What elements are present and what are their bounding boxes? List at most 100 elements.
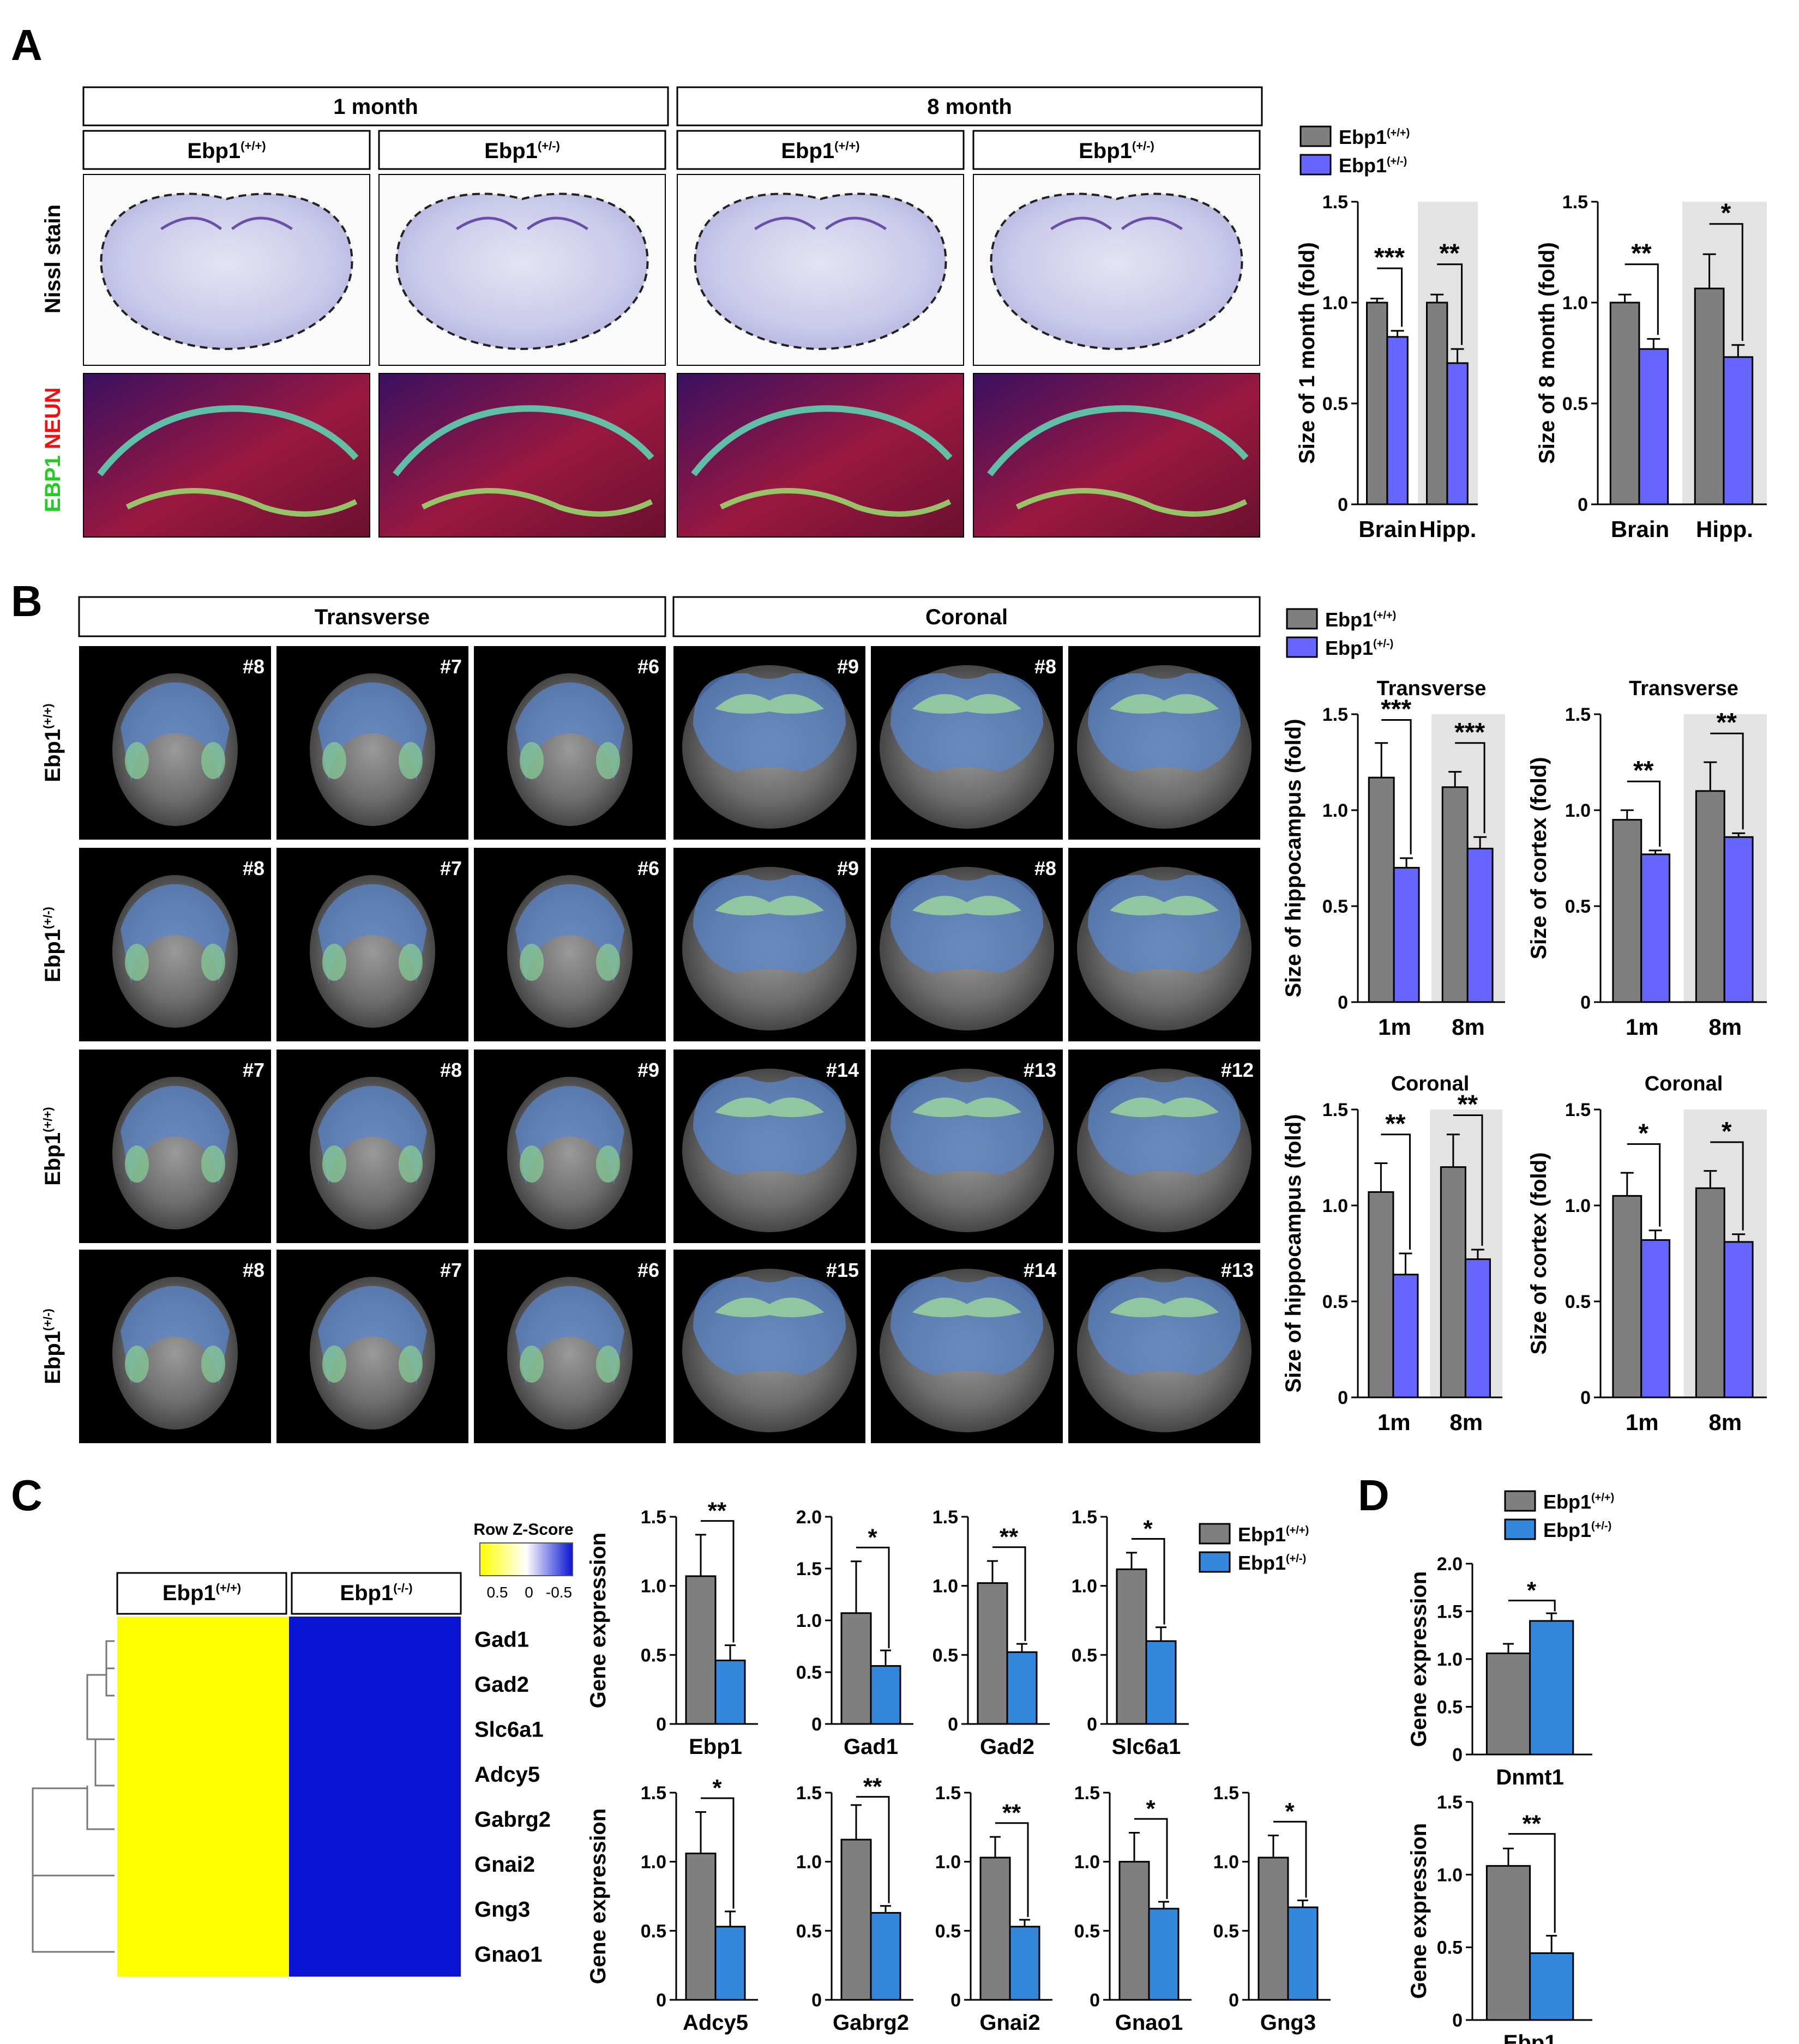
mri-row-label: Ebp1(+/-) [41,1309,65,1384]
mri-hippocampus-right [596,1346,620,1383]
heatmap-gene-label: Gad2 [474,1673,529,1697]
significance-mark: ** [1000,1524,1019,1551]
x-axis-label: Gnao1 [1115,2011,1183,2035]
slice-number: #6 [637,1259,659,1281]
mri-cortex-overlay [515,1286,624,1386]
legend-swatch-het [1286,636,1318,658]
heatmap-gene-label: Gnao1 [474,1943,542,1967]
error-bar [1129,1831,1140,1862]
y-tick-label: 1.5 [1322,1100,1348,1120]
y-tick-label: 0 [1580,1388,1591,1408]
chart-title: Transverse [1629,677,1738,700]
fluor-dentate-band [719,488,952,517]
significance-bracket [1377,267,1403,327]
mri-cortex-overlay [318,1086,427,1186]
y-tick-label: 0.5 [1562,394,1588,414]
y-tick-label: 1.0 [1565,1196,1591,1216]
error-bar [1016,1643,1027,1653]
error-bar [1503,1847,1514,1866]
significance-mark: ** [1439,239,1460,268]
y-tick-label: 0 [1338,495,1348,515]
mri-hippocampus-overlay [715,694,824,714]
bar [685,1852,717,2001]
y-tick-label: 1.0 [796,1611,822,1631]
slice-number: #9 [837,655,859,678]
y-tick-label: 0.5 [1074,1921,1100,1942]
mri-hippocampus-left [322,1145,346,1183]
error-bar [880,1905,891,1913]
significance-bracket [1132,1538,1165,1625]
y-tick-label: 1.0 [796,1852,822,1873]
legend-label-het: Ebp1(+/-) [1325,637,1393,659]
chart-d-dnmt1: * Dnmt1 0 0.5 1.0 1.5 2.0 Gene expression [1407,1554,1592,1789]
genotype-name: Ebp1 [1339,154,1387,177]
y-tick-label: 1.0 [1213,1852,1239,1873]
error-bar [1618,293,1632,303]
bar [977,1582,1008,1725]
y-tick-label: 1.5 [1213,1783,1239,1804]
y-tick-label: 1.5 [932,1507,958,1528]
y-tick-label: 1.5 [1437,1602,1463,1623]
genotype-name: Ebp1 [187,139,240,163]
y-tick-label: 1.0 [641,1576,666,1597]
bar [1640,853,1671,1003]
mri-hippocampus-overlay [1110,694,1219,714]
y-tick-label: 0.5 [1213,1921,1239,1942]
chart-c-gng3: * Gng3 0 0.5 1.0 1.5 [1213,1783,1331,2035]
heatmap-gene-label: Gabrg2 [474,1807,551,1831]
y-tick-label: 1.5 [1437,1792,1463,1813]
x-tick-label: 8m [1708,1409,1742,1435]
legend-swatch-wt [1199,1523,1231,1545]
slice-number: #8 [1034,857,1056,879]
mri-cortex-overlay [693,1276,846,1375]
panel-label-d: D [1358,1471,1389,1520]
chart-c-gnao1: * Gnao1 0 0.5 1.0 1.5 [1074,1783,1192,2035]
mri-hippocampus-right [201,1346,225,1383]
nissl-hippocampus [160,216,293,231]
significance-bracket [1453,1114,1483,1246]
error-bar [1126,1552,1137,1570]
error-bar [1374,1162,1388,1192]
significance-mark: ** [1002,1800,1021,1826]
heatmap-cell-wt [117,1841,289,1887]
legend-swatch-het [1199,1551,1231,1573]
zscore-tick: 0 [525,1584,533,1601]
mri-cortex-overlay [891,673,1043,771]
mri-cortex-overlay [693,1076,846,1175]
mri-hippocampus-overlay [912,694,1021,714]
genotype-name: Ebp1 [41,1132,65,1186]
genotype-header: Ebp1(+/+) [187,139,266,163]
error-bar [1471,1249,1484,1259]
y-axis-label: Size of cortex (fold) [1527,1152,1551,1354]
error-bar [1731,344,1745,357]
mri-hippocampus-overlay [715,1298,824,1317]
genotype-superscript: (-/-) [393,1581,412,1595]
significance-mark: * [1146,1795,1156,1822]
significance-mark: ** [708,1498,727,1524]
y-tick-label: 0 [1580,992,1591,1013]
genotype-name: Ebp1 [340,1581,393,1605]
slice-number: #14 [826,1059,859,1081]
age-header-8m-frame [676,86,1263,126]
genotype-name: Ebp1 [781,139,834,163]
zscore-title: Row Z-Score [473,1521,573,1539]
y-tick-label: 0.5 [1437,1697,1463,1718]
fluorescence-tile [973,373,1260,538]
heatmap-cell-ko [289,1841,461,1887]
significance-bracket [856,1796,890,1903]
chart-c-slc6a1: * Slc6a1 0 0.5 1.0 1.5 [1072,1507,1189,1759]
mri-hippocampus-overlay [912,1098,1021,1117]
heatmap-cell-wt [117,1751,289,1797]
chart-c-gad1: * Gad1 0 0.5 1.0 1.5 2.0 [796,1507,913,1759]
mri-hippocampus-left [322,742,346,779]
genotype-name: Ebp1 [484,139,538,163]
fluorescence-tile [677,373,964,538]
mri-hippocampus-left [125,944,149,981]
significance-bracket [1455,742,1485,834]
genotype-name: Ebp1 [1325,608,1373,631]
y-tick-label: 1.5 [1072,1507,1097,1528]
chart-c-gabrg2: ** Gabrg2 0 0.5 1.0 1.5 [796,1774,913,2035]
nissl-hippocampus [456,216,588,231]
slice-number: #6 [637,857,659,879]
fluorescence-tile [378,373,666,538]
